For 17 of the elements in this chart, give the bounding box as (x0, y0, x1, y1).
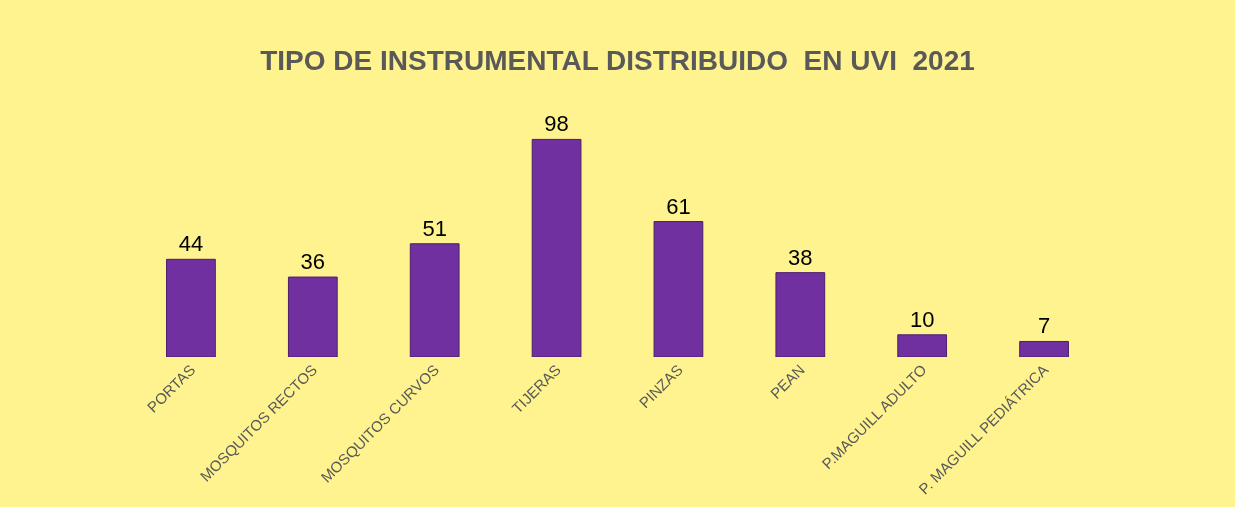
data-label: 61 (666, 193, 691, 219)
data-label: 36 (300, 249, 326, 275)
data-label: 44 (178, 231, 204, 257)
bar (409, 243, 460, 357)
bar (775, 272, 826, 357)
bar (897, 334, 948, 357)
bar (287, 276, 338, 357)
chart-title: TIPO DE INSTRUMENTAL DISTRIBUIDO EN UVI 2021 (260, 45, 975, 77)
data-label: 10 (909, 306, 935, 332)
bar (1019, 340, 1069, 357)
data-label: 98 (544, 111, 569, 137)
bar (653, 221, 704, 357)
data-label: 51 (422, 215, 447, 241)
data-label: 38 (788, 244, 813, 270)
bar (531, 138, 582, 357)
data-label: 7 (1037, 313, 1051, 339)
bar (166, 258, 216, 357)
